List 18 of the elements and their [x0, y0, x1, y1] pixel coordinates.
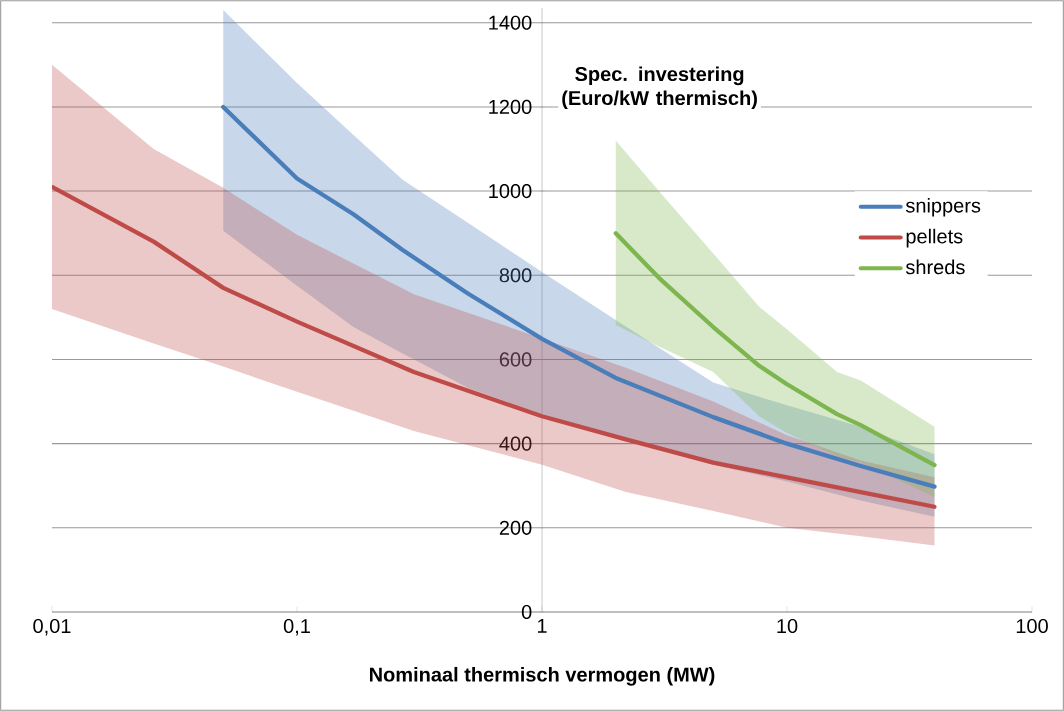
y-tick-label: 0 [521, 604, 532, 620]
legend-label: pellets [906, 228, 963, 248]
legend-label: shreds [905, 259, 965, 275]
y-tick-label: 800 [499, 268, 532, 283]
x-tick-label: 0,1 [283, 618, 310, 636]
x-tick-label: 100 [1016, 618, 1048, 634]
x-tick-label: 10 [777, 618, 798, 634]
y-tick-label: 400 [499, 436, 532, 451]
x-axis-title: Nominaal thermisch vermogen (MW) [369, 666, 715, 686]
y-tick-label: 200 [499, 520, 532, 535]
y-tick-label: 600 [499, 352, 532, 367]
y-tick-label: 1000 [489, 184, 532, 199]
legend-label: snippers [905, 197, 981, 217]
x-tick-label: 0,01 [33, 618, 71, 636]
y-axis-title: Spec. investering (Euro/kW thermisch) [562, 66, 757, 110]
y-tick-label: 1400 [489, 15, 532, 30]
y-tick-label: 1200 [489, 99, 532, 114]
x-tick-label: 1 [537, 618, 547, 633]
